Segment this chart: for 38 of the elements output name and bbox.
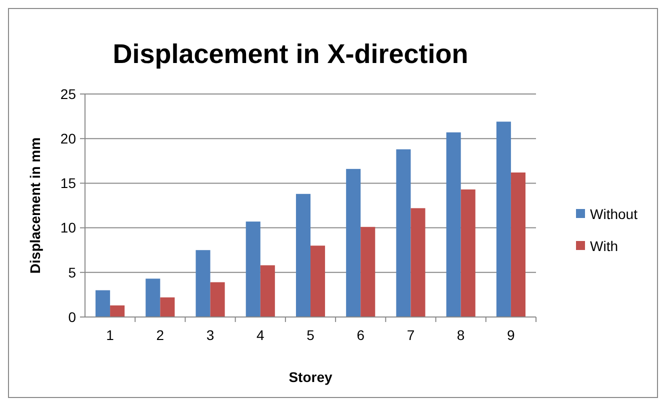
- y-tick-label: 15: [60, 175, 76, 192]
- x-axis-title: Storey: [288, 369, 332, 385]
- y-tick-label: 20: [60, 130, 76, 146]
- y-tick-label: 25: [60, 86, 76, 102]
- x-tick-label: 6: [356, 327, 365, 343]
- bar: [260, 265, 275, 317]
- x-tick-label: 7: [406, 327, 415, 343]
- x-tick-label: 9: [507, 327, 516, 343]
- bar: [160, 297, 175, 317]
- x-tick-label: 4: [256, 327, 264, 343]
- bar: [246, 222, 260, 317]
- bar: [196, 250, 210, 317]
- bar: [446, 132, 461, 317]
- x-tick-label: 8: [456, 327, 465, 343]
- bar: [146, 278, 160, 317]
- y-tick-label: 0: [68, 308, 76, 325]
- x-tick-label: 2: [156, 327, 164, 343]
- bar: [360, 226, 376, 317]
- y-tick-label: 5: [68, 264, 76, 280]
- bar: [510, 172, 526, 317]
- bar: [310, 246, 326, 317]
- x-tick-label: 3: [206, 327, 214, 343]
- bar: [110, 305, 125, 317]
- bar: [210, 282, 225, 317]
- bar: [96, 290, 110, 317]
- chart-title: Displacement in X-direction: [112, 39, 468, 69]
- x-tick-label: 5: [306, 327, 315, 343]
- y-tick-label: 10: [60, 220, 76, 236]
- bar: [396, 149, 411, 317]
- bar: [496, 122, 511, 317]
- bar: [346, 168, 361, 317]
- bar: [296, 194, 310, 317]
- bar: [410, 208, 426, 317]
- x-tick-label: 1: [106, 327, 114, 343]
- y-axis-title: Displacement in mm: [27, 137, 43, 274]
- legend-label: Without: [590, 206, 638, 222]
- bar: [460, 189, 476, 317]
- legend-label: With: [590, 238, 618, 254]
